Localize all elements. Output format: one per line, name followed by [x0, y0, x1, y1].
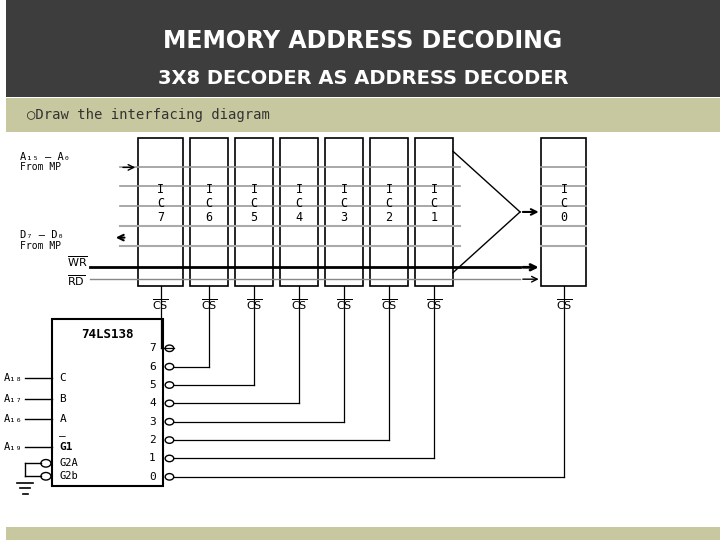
Text: I
C
0: I C 0 [560, 184, 567, 224]
Circle shape [165, 455, 174, 462]
Text: MEMORY ADDRESS DECODING: MEMORY ADDRESS DECODING [163, 29, 562, 52]
Text: A₁₆: A₁₆ [4, 414, 22, 424]
Text: I
C
7: I C 7 [157, 184, 164, 224]
Text: $\overline{\mathrm{CS}}$: $\overline{\mathrm{CS}}$ [291, 297, 307, 312]
Circle shape [165, 418, 174, 425]
Text: I
C
4: I C 4 [295, 184, 302, 224]
Text: ̅: ̅ [60, 436, 66, 446]
Text: I
C
1: I C 1 [431, 184, 438, 224]
Bar [6, 526, 720, 540]
Text: $\overline{\mathrm{CS}}$: $\overline{\mathrm{CS}}$ [381, 297, 397, 312]
Circle shape [165, 345, 174, 352]
Bar [53, 319, 163, 486]
Text: 6: 6 [149, 362, 156, 372]
Text: From MP: From MP [20, 241, 61, 251]
Text: 74LS138: 74LS138 [81, 328, 134, 341]
Text: 1: 1 [149, 454, 156, 463]
Bar [370, 138, 408, 286]
Text: A: A [60, 414, 66, 424]
Bar [6, 98, 720, 132]
Text: $\overline{\mathrm{CS}}$: $\overline{\mathrm{CS}}$ [556, 297, 572, 312]
Text: $\overline{\mathrm{CS}}$: $\overline{\mathrm{CS}}$ [201, 297, 217, 312]
Text: 3X8 DECODER AS ADDRESS DECODER: 3X8 DECODER AS ADDRESS DECODER [158, 69, 568, 88]
Text: 0: 0 [149, 472, 156, 482]
Text: $\overline{\mathrm{CS}}$: $\overline{\mathrm{CS}}$ [152, 297, 169, 312]
Text: 3: 3 [149, 417, 156, 427]
Circle shape [165, 382, 174, 388]
Text: G1: G1 [60, 442, 73, 452]
Text: 2: 2 [149, 435, 156, 445]
Text: A₁₇: A₁₇ [4, 394, 22, 403]
Text: 5: 5 [149, 380, 156, 390]
Bar [6, 0, 720, 97]
Text: I
C
2: I C 2 [385, 184, 392, 224]
Circle shape [165, 400, 174, 407]
Circle shape [165, 363, 174, 370]
Text: $\overline{\mathrm{CS}}$: $\overline{\mathrm{CS}}$ [336, 297, 353, 312]
Text: $\overline{\mathrm{CS}}$: $\overline{\mathrm{CS}}$ [426, 297, 442, 312]
Text: From MP: From MP [20, 163, 61, 172]
Bar [190, 138, 228, 286]
Text: I
C
6: I C 6 [205, 184, 212, 224]
Text: 4: 4 [149, 399, 156, 408]
Bar [541, 138, 587, 286]
Text: I
C
3: I C 3 [341, 184, 348, 224]
Text: D₇ – D₀: D₇ – D₀ [20, 230, 64, 240]
Text: G2b: G2b [60, 471, 78, 481]
Text: $\overline{\mathrm{CS}}$: $\overline{\mathrm{CS}}$ [246, 297, 263, 312]
Text: $\overline{\mathrm{WR}}$: $\overline{\mathrm{WR}}$ [67, 254, 87, 269]
Text: I
C
5: I C 5 [251, 184, 258, 224]
Text: B: B [60, 394, 66, 403]
Text: ○Draw the interfacing diagram: ○Draw the interfacing diagram [27, 108, 270, 122]
Text: G2A: G2A [60, 458, 78, 468]
Bar [280, 138, 318, 286]
Text: 7: 7 [149, 343, 156, 353]
Circle shape [41, 472, 51, 480]
Bar [235, 138, 273, 286]
Circle shape [41, 460, 51, 467]
Bar [325, 138, 363, 286]
Circle shape [165, 474, 174, 480]
Text: $\overline{\mathrm{RD}}$: $\overline{\mathrm{RD}}$ [67, 273, 85, 288]
Circle shape [165, 437, 174, 443]
Text: A₁₉: A₁₉ [4, 442, 22, 452]
Text: A₁₈: A₁₈ [4, 373, 22, 383]
Text: A₁₅ – A₀: A₁₅ – A₀ [20, 152, 70, 161]
Bar [138, 138, 183, 286]
Text: C: C [60, 373, 66, 383]
Bar [415, 138, 453, 286]
